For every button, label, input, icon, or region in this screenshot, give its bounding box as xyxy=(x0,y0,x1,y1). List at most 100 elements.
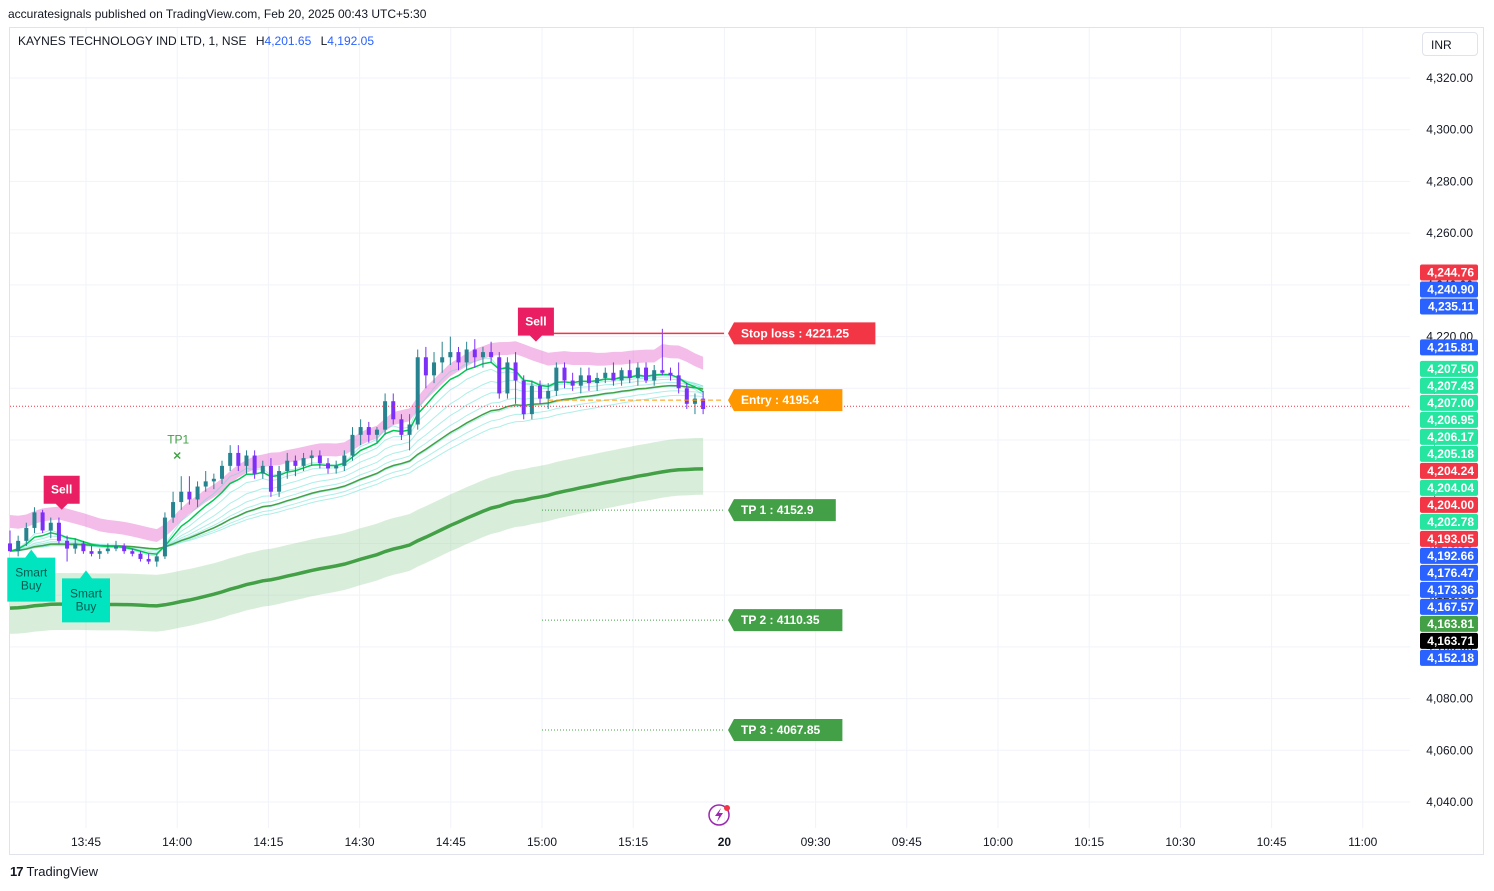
candle-body xyxy=(513,362,518,381)
candle-body xyxy=(130,551,135,554)
price-axis-label: 4,204.24 xyxy=(1427,464,1474,478)
candle-body xyxy=(374,429,379,435)
candle-body xyxy=(81,543,86,552)
level-label: TP 2 : 4110.35 xyxy=(741,613,820,627)
symbol-legend: KAYNES TECHNOLOGY IND LTD, 1, NSE H4,201… xyxy=(18,34,374,48)
candle-body xyxy=(326,463,331,469)
candle-body xyxy=(171,502,176,518)
candle-body xyxy=(65,540,70,549)
x-tick-label: 10:00 xyxy=(983,835,1013,849)
candle-body xyxy=(48,522,53,531)
candle-body xyxy=(391,401,396,420)
candle-body xyxy=(317,455,322,464)
price-axis-badge xyxy=(1420,428,1478,445)
x-tick-label: 14:00 xyxy=(162,835,192,849)
x-tick-label: 20 xyxy=(718,835,732,849)
currency-selector[interactable]: INR xyxy=(1422,32,1478,56)
candle-body xyxy=(676,375,681,389)
price-axis-label: 4,215.81 xyxy=(1427,340,1474,354)
price-axis-label: 4,206.95 xyxy=(1427,413,1474,427)
price-axis-label: 4,204.00 xyxy=(1427,498,1474,512)
x-tick-label: 15:15 xyxy=(618,835,648,849)
candle-body xyxy=(562,367,567,381)
candle-body xyxy=(285,460,290,472)
x-tick-label: 10:15 xyxy=(1074,835,1104,849)
candle-body xyxy=(627,370,632,378)
x-axis: 13:45 14:00 14:15 14:30 14:45 15:00 15:15 20 09:… xyxy=(71,835,1378,849)
sell-label: Sell xyxy=(51,483,72,497)
y-tick-label: 4,060.00 xyxy=(1426,743,1473,757)
price-axis-label: 4,152.18 xyxy=(1427,651,1474,665)
price-axis-label: 4,193.05 xyxy=(1427,532,1474,546)
candle-body xyxy=(252,455,257,474)
smart-buy-badge xyxy=(62,570,110,623)
smart-buy-label: Smart xyxy=(15,566,48,580)
level-label: Entry : 4195.4 xyxy=(741,393,819,407)
footer-brand[interactable]: 17 TradingView xyxy=(10,864,98,879)
candle-body xyxy=(505,362,510,394)
low-value: 4,192.05 xyxy=(327,34,374,48)
price-axis-badge xyxy=(1420,445,1478,462)
candle-body xyxy=(472,349,477,358)
x-tick-label: 09:30 xyxy=(801,835,831,849)
sell-badge xyxy=(517,307,554,342)
candle-body xyxy=(73,543,78,549)
candle-body xyxy=(16,540,21,552)
candle-body xyxy=(440,357,445,363)
candle-body xyxy=(358,427,363,435)
candle-body xyxy=(228,452,233,466)
candle-body xyxy=(105,548,110,552)
candle-body xyxy=(244,455,249,466)
candle-body xyxy=(187,491,192,500)
candle-body xyxy=(334,465,339,469)
symbol-name: KAYNES TECHNOLOGY IND LTD, 1, NSE xyxy=(18,34,247,48)
candle-body xyxy=(220,465,225,479)
sell-badge xyxy=(43,475,80,510)
price-axis-badge xyxy=(1420,394,1478,411)
smart-buy-label: Smart xyxy=(70,586,103,600)
tradingview-logo-icon: 17 xyxy=(10,864,24,879)
candle-body xyxy=(432,362,437,376)
price-axis-label: 4,202.78 xyxy=(1427,515,1474,529)
candle-body xyxy=(407,424,412,435)
price-axis-label: 4,244.76 xyxy=(1427,266,1474,280)
x-tick-label: 09:45 xyxy=(892,835,922,849)
level-label: TP 1 : 4152.9 xyxy=(741,503,814,517)
candle-body xyxy=(89,551,94,554)
candle-body xyxy=(293,460,298,466)
candle-body xyxy=(309,455,314,459)
candle-body xyxy=(635,367,640,378)
candle-body xyxy=(701,398,706,409)
publish-info: accuratesignals published on TradingView… xyxy=(8,7,427,21)
lightning-icon[interactable] xyxy=(708,804,730,826)
x-tick-label: 13:45 xyxy=(71,835,101,849)
price-axis-badge xyxy=(1420,462,1478,479)
candle-body xyxy=(415,357,420,425)
sell-label: Sell xyxy=(525,315,546,329)
trade-levels: Stop loss : 4221.25 Entry : 4195.4 TP 1 : … xyxy=(10,322,1410,741)
candle-body xyxy=(578,375,583,386)
price-axis-label: 4,163.71 xyxy=(1427,634,1474,648)
candle-body xyxy=(595,377,600,384)
candle-body xyxy=(24,527,29,541)
x-tick-label: 11:00 xyxy=(1348,835,1377,849)
candles xyxy=(8,328,706,567)
candle-body xyxy=(114,546,119,549)
candle-body xyxy=(692,398,697,404)
x-tick-label: 14:30 xyxy=(345,835,375,849)
price-axis-badge xyxy=(1420,377,1478,394)
price-axis-label: 4,207.43 xyxy=(1427,379,1474,393)
candle-body xyxy=(97,551,102,554)
candle-body xyxy=(179,491,184,503)
price-axis-badge xyxy=(1420,479,1478,496)
level-badge xyxy=(728,718,843,741)
level-badge xyxy=(728,322,876,345)
candle-body xyxy=(644,367,649,381)
candle-body xyxy=(497,357,502,394)
candle-body xyxy=(301,458,306,466)
smart-buy-label: Buy xyxy=(76,599,97,613)
candle-body xyxy=(529,385,534,415)
candle-body xyxy=(611,372,616,381)
candle-body xyxy=(423,357,428,376)
